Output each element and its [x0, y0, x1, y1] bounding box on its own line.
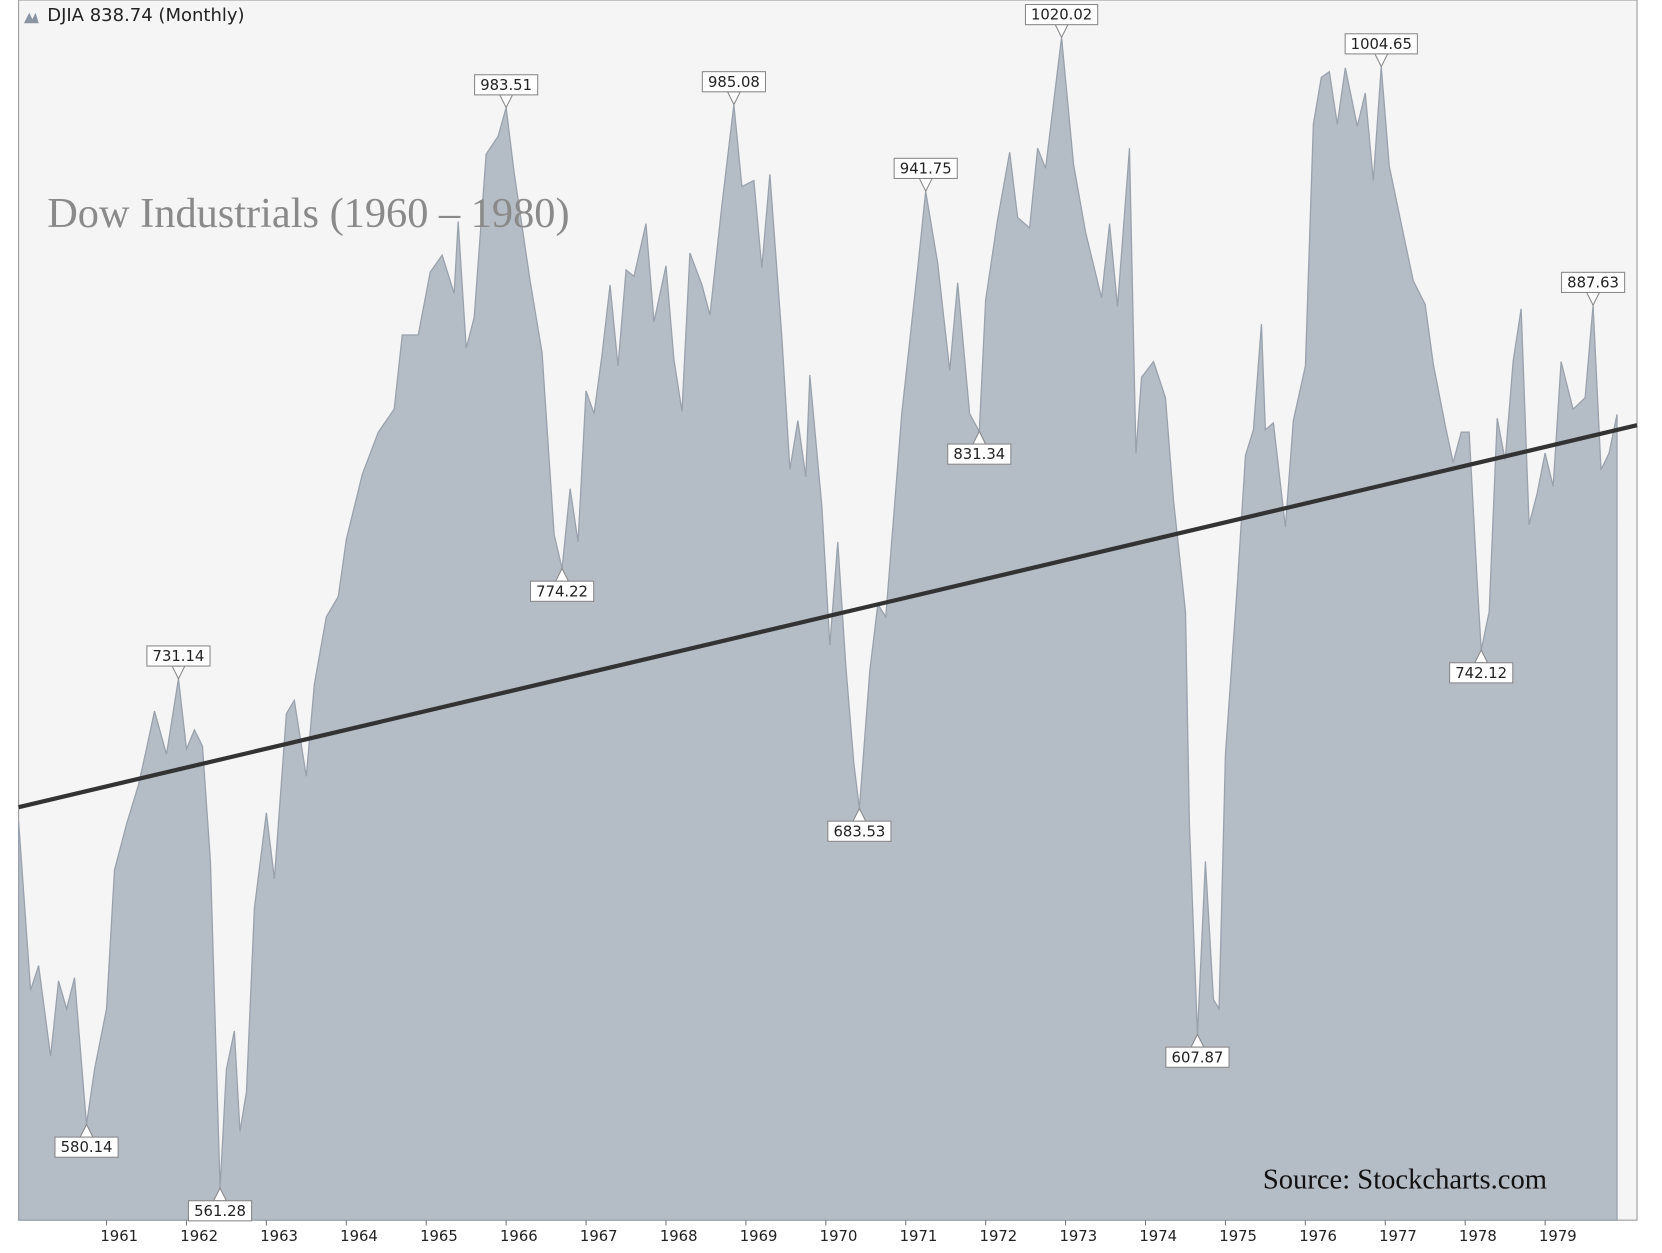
annotation: 774.22	[529, 567, 595, 602]
legend-title: DJIA 838.74 (Monthly)	[47, 5, 244, 26]
source-note: Source: Stockcharts.com	[1263, 1165, 1547, 1196]
x-tick-label: 1969	[740, 1228, 778, 1245]
annotation-box	[529, 580, 595, 602]
trendline	[18, 423, 1638, 810]
annotation-label: 774.22	[536, 583, 588, 600]
annotation-label: 607.87	[1172, 1049, 1224, 1066]
x-tick-label: 1964	[340, 1228, 378, 1245]
annotation: 731.14	[146, 645, 211, 680]
x-tick-label: 1967	[580, 1228, 618, 1245]
annotation-box	[1024, 4, 1099, 26]
annotation-label: 983.51	[480, 77, 532, 94]
annotation-label: 731.14	[153, 648, 205, 665]
x-tick-label: 1963	[260, 1228, 298, 1245]
annotation-label: 742.12	[1455, 665, 1507, 682]
x-tick-label: 1975	[1219, 1228, 1257, 1245]
x-tick-label: 1962	[180, 1228, 218, 1245]
annotation-label: 580.14	[61, 1139, 113, 1156]
annotation-box	[474, 74, 539, 96]
annotation: 742.12	[1449, 648, 1514, 684]
x-tick-label: 1972	[980, 1228, 1018, 1245]
marks	[17, 37, 1618, 1221]
x-tick-label: 1971	[900, 1228, 938, 1245]
annotation-label: 683.53	[833, 823, 885, 840]
annotation-box	[893, 157, 958, 179]
annotation: 887.63	[1560, 271, 1626, 307]
annotation-box	[1344, 33, 1418, 55]
x-tick-label: 1966	[500, 1228, 538, 1245]
annotation: 831.34	[947, 430, 1012, 465]
x-tick-label: 1974	[1139, 1228, 1177, 1245]
annotation: 985.08	[701, 71, 767, 106]
x-tick-label: 1968	[660, 1228, 698, 1245]
annotation-label: 985.08	[708, 74, 760, 91]
annotation-label: 1004.65	[1351, 36, 1412, 53]
annotation-label: 831.34	[953, 446, 1005, 463]
annotation-label: 1020.02	[1031, 7, 1092, 24]
annotation-box	[146, 645, 211, 667]
x-tick-label: 1979	[1539, 1228, 1577, 1245]
annotation: 580.14	[54, 1123, 119, 1158]
x-tick-label: 1970	[820, 1228, 858, 1245]
annotation-box	[1449, 662, 1514, 684]
x-tick-label: 1973	[1059, 1228, 1097, 1245]
x-tick-label: 1976	[1299, 1228, 1337, 1245]
x-tick-label: 1961	[100, 1228, 138, 1245]
area	[17, 37, 1618, 1221]
x-tick-label: 1977	[1379, 1228, 1417, 1245]
annotation-box	[54, 1136, 119, 1158]
annotation: 1020.02	[1024, 4, 1099, 39]
annotation-label: 887.63	[1567, 274, 1619, 291]
annotation-box	[1560, 271, 1626, 293]
annotation-label: 941.75	[900, 160, 952, 177]
annotation-box	[187, 1200, 253, 1222]
annotation-box	[701, 71, 767, 93]
x-tick-label: 1965	[420, 1228, 458, 1245]
legend-icon	[23, 12, 39, 24]
x-tick-label: 1978	[1459, 1228, 1497, 1245]
annotation: 983.51	[474, 74, 539, 109]
annotation-box	[947, 443, 1012, 465]
annotation-box	[1165, 1046, 1230, 1068]
annotation: 561.28	[187, 1186, 253, 1222]
chart-title: Dow Industrials (1960 – 1980)	[47, 190, 569, 237]
annotation: 941.75	[893, 157, 958, 193]
annotation-label: 561.28	[194, 1203, 246, 1220]
annotation: 1004.65	[1344, 33, 1418, 68]
annotation-box	[827, 820, 892, 842]
annotation: 607.87	[1165, 1033, 1230, 1068]
annotation: 683.53	[827, 807, 892, 842]
